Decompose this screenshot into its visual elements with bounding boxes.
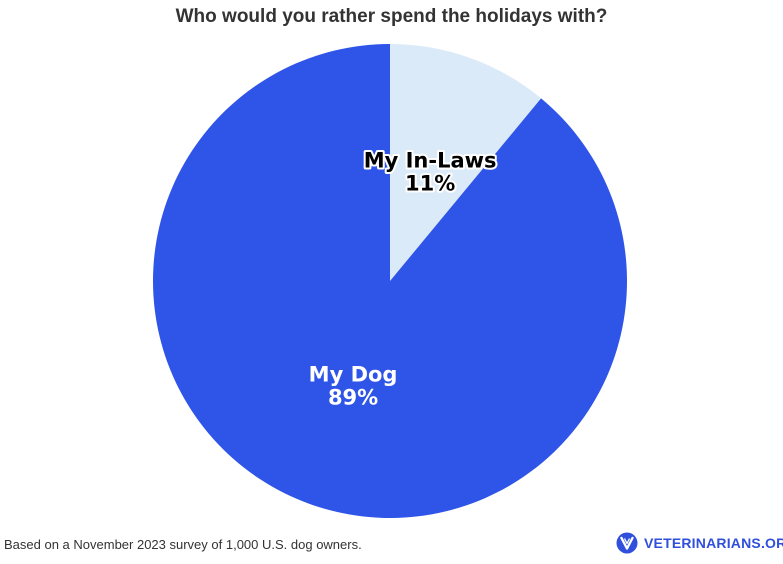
footnote: Based on a November 2023 survey of 1,000… — [4, 537, 362, 552]
pie-slice-value-1: 89% — [328, 386, 378, 410]
pie-slice-0[interactable] — [390, 44, 542, 281]
brand-name: VETERINARIANS.ORG — [644, 535, 783, 551]
brand[interactable]: VETERINARIANS.ORG — [616, 532, 783, 554]
v-badge-icon — [616, 532, 638, 554]
pie-slice-1[interactable] — [152, 44, 627, 518]
pie-slice-value-0: 11% — [405, 172, 455, 196]
pie-slice-label-0: My In-Laws — [364, 149, 497, 173]
pie-slices — [152, 44, 627, 518]
chart-title: Who would you rather spend the holidays … — [175, 6, 608, 27]
pie-slice-label-1: My Dog — [309, 363, 398, 387]
